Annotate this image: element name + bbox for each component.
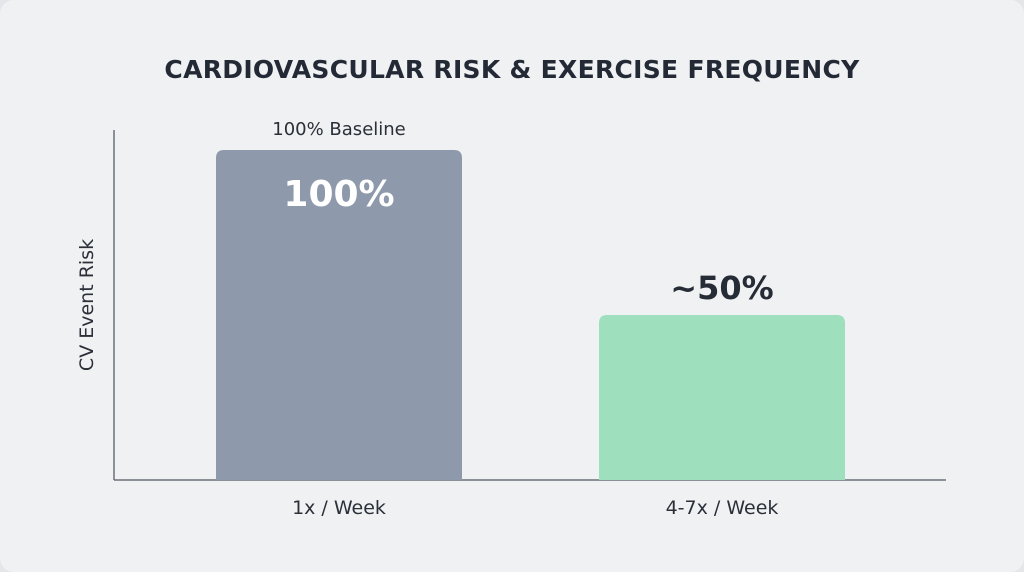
x-tick-label: 4-7x / Week [666, 497, 779, 519]
data-label: ~50% [670, 269, 773, 307]
x-tick-label: 1x / Week [292, 497, 386, 519]
annotation: 100% Baseline [272, 119, 406, 140]
bar-1 [216, 150, 462, 480]
bar-2 [599, 315, 845, 480]
chart-title: CARDIOVASCULAR RISK & EXERCISE FREQUENCY [164, 55, 860, 84]
data-label: 100% [283, 174, 394, 215]
y-axis-label: CV Event Risk [76, 239, 98, 371]
